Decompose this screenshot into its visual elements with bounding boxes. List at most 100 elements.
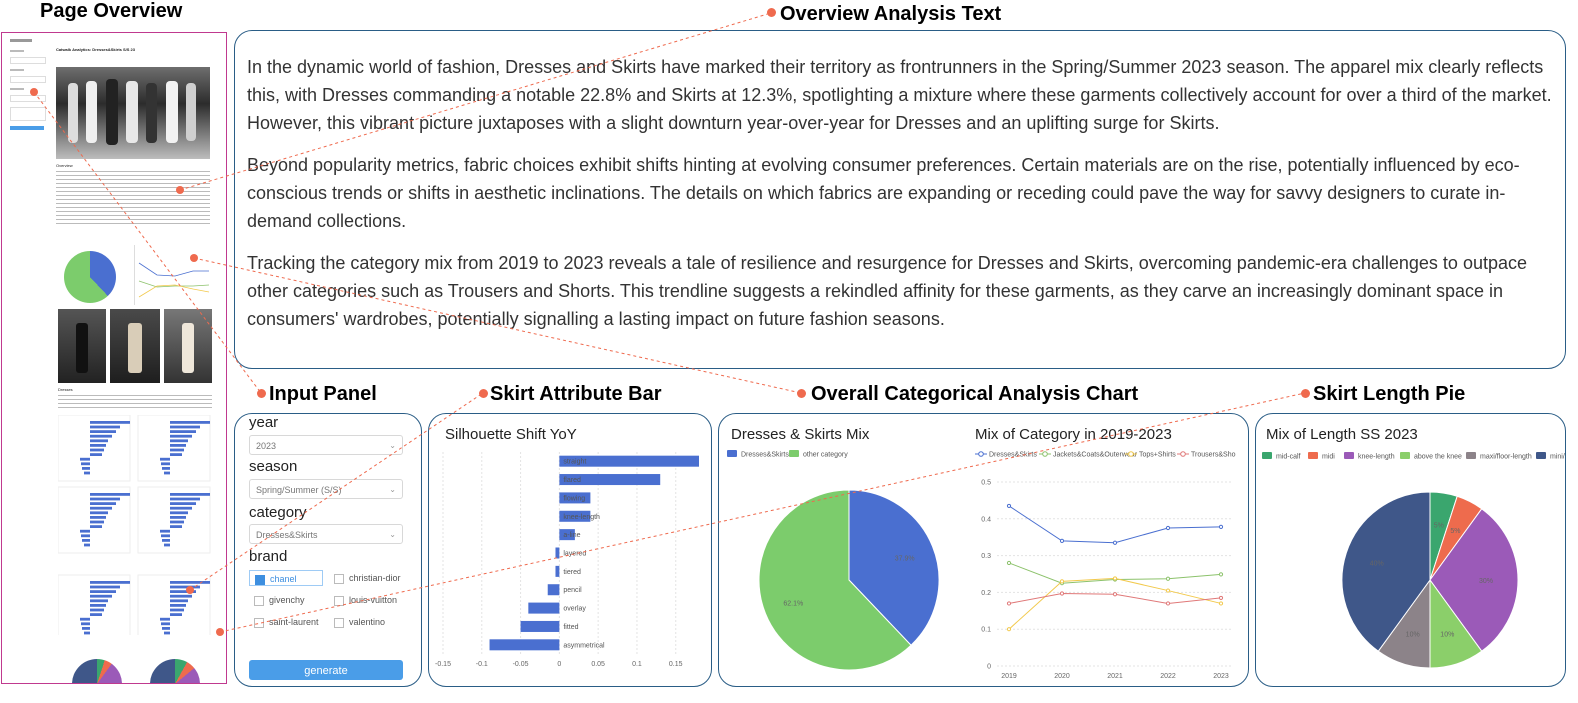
category-mix-line-chart: Dresses&Skirts Jackets&Coats&Outerwear Top…: [975, 451, 1236, 680]
chevron-down-icon: ⌄: [389, 530, 396, 539]
mini-bar: [84, 543, 90, 547]
overview-text-dot: [767, 8, 776, 17]
mini-bar: [161, 622, 170, 626]
brand-checkbox-christian-dior[interactable]: christian-dior: [329, 570, 407, 586]
legend-swatch: [1344, 452, 1354, 459]
mini-bar: [81, 622, 90, 626]
mini-bar: [90, 434, 112, 438]
generate-button[interactable]: generate: [249, 660, 403, 680]
input-panel: year 2023 ⌄ season Spring/Summer (S/S) ⌄…: [234, 413, 422, 687]
season-select[interactable]: Spring/Summer (S/S) ⌄: [249, 479, 403, 499]
mini-bar: [161, 534, 170, 538]
mini-bar: [90, 493, 130, 496]
bar-fitted: [520, 620, 560, 632]
legend-swatch: [1262, 452, 1272, 459]
bar-label: flared: [563, 477, 581, 484]
mini-bar: [90, 439, 108, 443]
category-label: category: [249, 504, 307, 521]
bar-label: layered: [563, 551, 586, 558]
line-legend-Trousers&Sho: Trousers&Sho: [1191, 452, 1236, 459]
mini-bar: [164, 631, 170, 635]
legend-swatch: [1128, 451, 1134, 457]
category-select[interactable]: Dresses&Skirts ⌄: [249, 524, 403, 544]
bar-label: tiered: [563, 569, 581, 576]
bar-overlay: [528, 602, 560, 614]
bar-label: overlay: [563, 606, 586, 613]
line-legend-Dresses&Skirts: Dresses&Skirts: [989, 452, 1037, 459]
mini-bar: [90, 425, 120, 429]
checkbox-icon: [334, 595, 344, 606]
brand-checkbox-givenchy[interactable]: givenchy: [249, 592, 323, 608]
silhouette-chart-title: Silhouette Shift YoY: [445, 426, 577, 443]
category-value: Dresses&Skirts: [256, 530, 318, 540]
brand-checkbox-valentino[interactable]: valentino: [329, 614, 407, 630]
brand-checkbox-chanel[interactable]: chanel: [249, 570, 323, 586]
mini-bar: [90, 453, 102, 456]
brand-name: saint-laurent: [269, 617, 319, 627]
series-line-Dresses&Skirts: [1008, 505, 1222, 544]
season-label: season: [249, 458, 298, 475]
overview-text-header: Overview Analysis Text: [780, 3, 1002, 25]
mini-bar: [81, 462, 90, 466]
checkbox-icon: [254, 595, 264, 606]
thumb-bar-grid: [57, 414, 212, 642]
series-point: [1059, 591, 1065, 596]
mini-chart-frame: [57, 414, 131, 482]
mini-bar: [90, 506, 112, 510]
series-point: [1059, 579, 1065, 584]
x-tick-label: -0.1: [476, 661, 488, 668]
x-tick-label: 2021: [1107, 673, 1123, 680]
mini-bar: [170, 506, 192, 510]
skirt-length-pie-chart: mid-calf midi knee-length above the knee max…: [1262, 452, 1565, 669]
thumb-photo-2: [110, 309, 160, 383]
slice-label: 62.1%: [783, 600, 803, 607]
mini-bar: [90, 520, 104, 524]
length-legend-midi: midi: [1322, 454, 1335, 461]
skirt-bar-dot: [479, 389, 488, 398]
mini-bar: [160, 529, 170, 533]
legend-swatch: [727, 450, 737, 457]
mini-bar: [90, 594, 112, 598]
legend-swatch: [1400, 452, 1410, 459]
page-overview-thumbnail: Catwalk Analytics: Dresses&Skirts S/S 23…: [1, 32, 227, 684]
length-legend-knee-length: knee-length: [1358, 454, 1395, 461]
mini-bar: [170, 525, 182, 528]
x-tick-label: 2022: [1160, 673, 1176, 680]
legend-swatch: [1180, 451, 1186, 457]
mini-bar: [80, 529, 90, 533]
page-overview-header: Page Overview: [40, 0, 183, 22]
year-select[interactable]: 2023 ⌄: [249, 435, 403, 455]
length-pie-panel: Mix of Length SS 2023 mid-calf midi knee-l…: [1255, 413, 1566, 687]
x-tick-label: 0.1: [632, 661, 642, 668]
thumb-photo-3: [164, 309, 212, 383]
bar-label: straight: [563, 459, 586, 466]
length-legend-mini/short: mini/short: [1550, 454, 1565, 461]
length-slice-mini/short: [1341, 491, 1431, 652]
mini-bar: [170, 604, 186, 607]
categorical-chart-header: Overall Categorical Analysis Chart: [811, 383, 1139, 405]
mini-bar: [170, 448, 184, 452]
legend-swatch: [1536, 452, 1546, 459]
mini-chart-frame: [57, 486, 131, 554]
dresses-skirts-pie-chart: Dresses&Skirts other category 37.9% 62.1%: [727, 450, 940, 671]
line-legend-Jackets&Coats&Outerwear: Jackets&Coats&Outerwear: [1053, 452, 1138, 459]
series-line-Tops+Shirts: [1008, 577, 1222, 630]
overview-text-panel: In the dynamic world of fashion, Dresses…: [234, 30, 1566, 369]
thumb-title: Catwalk Analytics: Dresses&Skirts S/S 23: [56, 47, 136, 52]
series-point: [1006, 627, 1012, 632]
series-point: [1165, 576, 1171, 581]
series-point: [1112, 540, 1118, 545]
brand-checkbox-saint-laurent[interactable]: saint-laurent: [249, 614, 323, 630]
line-chart-title: Mix of Category in 2019-2023: [975, 426, 1172, 443]
mini-bar: [170, 599, 188, 603]
mini-bar: [170, 511, 188, 515]
brand-checkbox-louis-vuitton[interactable]: louis-vuitton: [329, 592, 407, 608]
slice-label: 5%: [1450, 528, 1460, 535]
bar-label: flowing: [563, 495, 585, 502]
y-tick-label: 0.3: [981, 553, 991, 560]
mini-bar: [90, 613, 102, 616]
x-tick-label: 0.05: [591, 661, 605, 668]
bar-tiered: [555, 565, 560, 577]
mini-bar: [81, 534, 90, 538]
mini-bar: [170, 594, 192, 598]
